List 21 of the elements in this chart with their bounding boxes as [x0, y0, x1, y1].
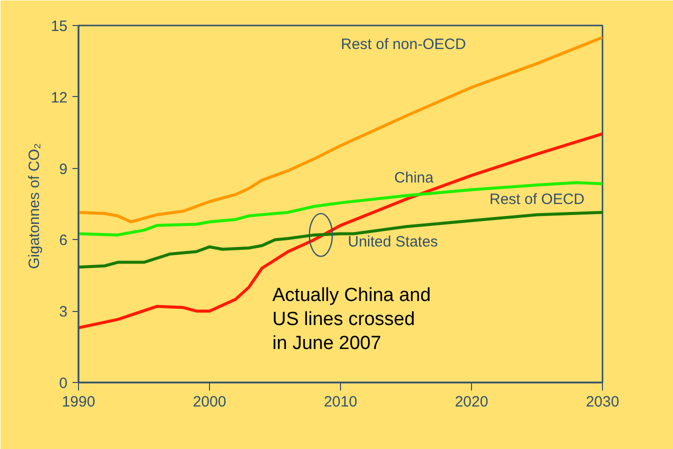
- text: Rest of non-OECD: [340, 36, 466, 54]
- y-tick-label: 0: [59, 375, 68, 392]
- y-tick-label: 6: [59, 232, 68, 250]
- series-label: China: [394, 169, 434, 186]
- y-axis-title: Gigatonnes of CO₂: [26, 142, 43, 270]
- series-label: United States: [348, 234, 438, 251]
- series-label: Rest of OECD: [489, 191, 585, 208]
- x-tick-label: 2000: [192, 394, 226, 410]
- y-tick-label: 15: [50, 18, 68, 35]
- line-series: [78, 132, 602, 330]
- x-tick-label: 2020: [454, 394, 488, 410]
- line-series: [78, 210, 602, 269]
- y-tick-label: 3: [59, 304, 68, 321]
- y-tick-label: 12: [50, 89, 68, 106]
- x-tick-label: 2030: [586, 394, 620, 410]
- x-tick-label: 2010: [324, 394, 358, 410]
- y-tick-label: 9: [59, 160, 68, 178]
- line-series: [78, 36, 602, 224]
- line-series: [78, 181, 602, 236]
- x-tick-label: 1990: [62, 394, 96, 410]
- annotation: Actually China and US lines crossed in June 2007: [272, 284, 431, 354]
